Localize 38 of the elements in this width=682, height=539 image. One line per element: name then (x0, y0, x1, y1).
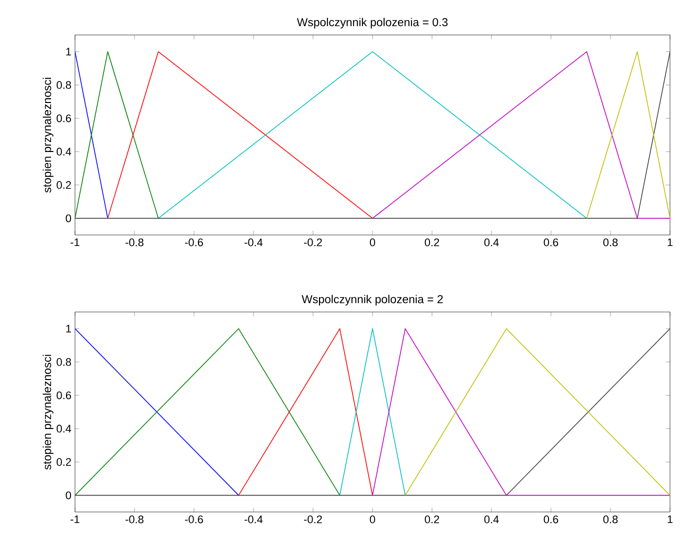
y-axis-title: stopien przynaleznosci (42, 78, 54, 193)
y-tick-label: 1 (66, 324, 71, 332)
x-tick-label: 0 (370, 238, 376, 246)
x-tick-label: 0.6 (544, 516, 558, 524)
x-tick-label: -1 (70, 238, 80, 246)
y-tick-label: 0 (66, 491, 72, 500)
chart-title: Wspolczynnik polozenia = 2 (302, 294, 443, 306)
x-tick-label: -0.6 (185, 516, 203, 524)
x-tick-label: -0.8 (126, 238, 144, 246)
y-tick-label: 0.2 (56, 181, 71, 189)
y-tick-label: 0 (66, 214, 72, 222)
x-tick-label: -1 (70, 516, 80, 524)
x-tick-label: 0.4 (484, 516, 499, 524)
x-tick-label: -0.2 (304, 238, 322, 246)
x-tick-label: -0.4 (244, 516, 263, 524)
y-tick-label: 0.6 (56, 114, 72, 122)
chart-title: Wspolczynnik polozenia = 0.3 (296, 18, 448, 28)
y-tick-label: 0.8 (56, 358, 72, 366)
x-tick-label: 0 (370, 516, 376, 524)
x-tick-label: 1 (668, 516, 673, 524)
x-tick-label: -0.4 (244, 238, 263, 246)
y-tick-label: 0.8 (56, 81, 72, 89)
y-axis-title: stopien przynaleznosci (42, 354, 54, 470)
x-tick-label: 1 (668, 238, 673, 246)
y-tick-label: 0.4 (56, 148, 72, 156)
x-tick-label: 0.8 (603, 238, 618, 246)
x-tick-label: 0.4 (484, 238, 499, 246)
x-tick-label: -0.6 (185, 238, 203, 246)
x-tick-label: 0.2 (424, 516, 440, 524)
y-tick-label: 0.6 (56, 391, 72, 400)
y-tick-label: 0.4 (56, 424, 72, 433)
x-tick-label: 0.2 (424, 238, 440, 246)
x-tick-label: 0.6 (544, 238, 558, 246)
y-tick-label: 1 (66, 48, 71, 56)
x-tick-label: 0.8 (603, 516, 618, 524)
y-tick-label: 0.2 (56, 458, 71, 466)
x-tick-label: -0.2 (304, 516, 322, 524)
x-tick-label: -0.8 (126, 516, 144, 524)
